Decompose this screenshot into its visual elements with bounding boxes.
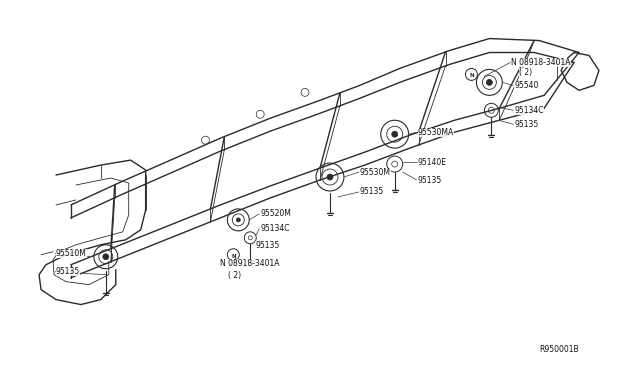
Text: 95140E: 95140E xyxy=(418,158,447,167)
Text: N: N xyxy=(469,73,474,78)
Text: 95135: 95135 xyxy=(255,241,280,250)
Text: N: N xyxy=(231,254,236,259)
Circle shape xyxy=(392,131,397,137)
Text: 95134C: 95134C xyxy=(260,224,290,233)
Text: 95135: 95135 xyxy=(418,176,442,185)
Text: 95540: 95540 xyxy=(515,81,539,90)
Text: ( 2): ( 2) xyxy=(228,271,241,280)
Text: 95134C: 95134C xyxy=(515,106,544,115)
Text: 95135: 95135 xyxy=(56,267,80,276)
Text: R950001B: R950001B xyxy=(539,345,579,354)
Text: N 08918-3401A: N 08918-3401A xyxy=(511,58,571,67)
Circle shape xyxy=(103,254,109,260)
Text: ( 2): ( 2) xyxy=(519,68,532,77)
Text: 95520M: 95520M xyxy=(260,209,291,218)
Text: N 08918-3401A: N 08918-3401A xyxy=(220,259,280,268)
Text: 95135: 95135 xyxy=(515,120,538,129)
Text: 95510M: 95510M xyxy=(56,249,87,258)
Text: 95530MA: 95530MA xyxy=(418,128,454,137)
Text: 95530M: 95530M xyxy=(360,167,391,177)
Circle shape xyxy=(486,79,492,86)
Circle shape xyxy=(236,218,240,222)
Circle shape xyxy=(327,174,333,180)
Text: 95135: 95135 xyxy=(360,187,384,196)
